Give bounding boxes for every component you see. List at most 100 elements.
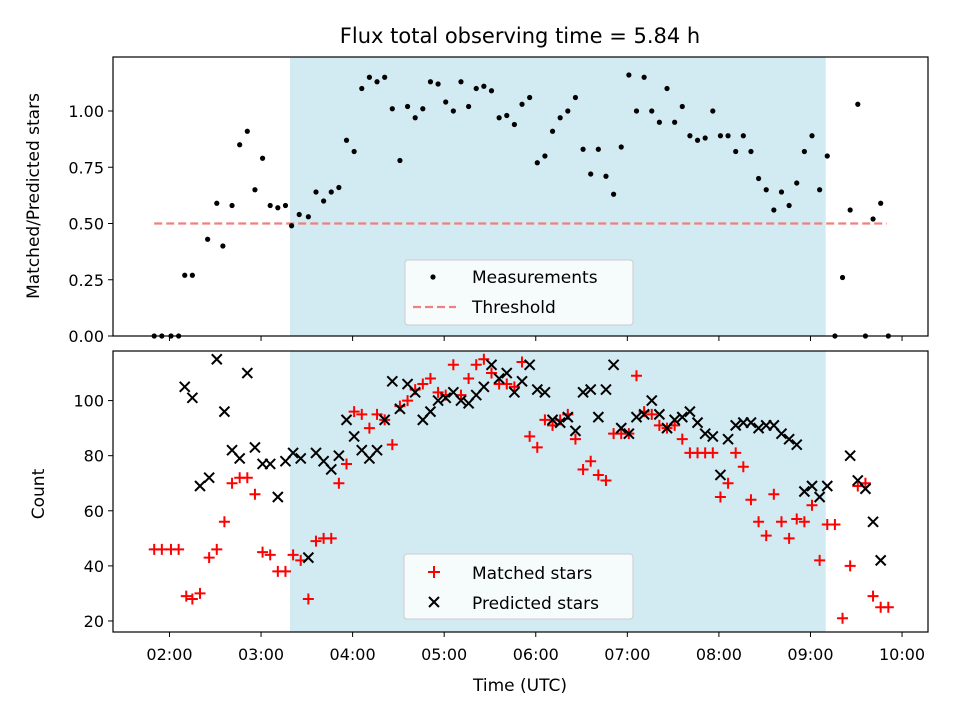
predicted-star-point: [348, 430, 360, 443]
predicted-star-point: [386, 375, 399, 388]
x-tick-label: 03:00: [238, 645, 284, 664]
predicted-star-point: [508, 386, 521, 399]
predicted-star-point: [729, 419, 742, 432]
legend-matched-marker: [428, 566, 440, 578]
predicted-star-point: [714, 469, 727, 481]
matched-star-point: [432, 386, 444, 398]
top-panel: 0.00 0.25 0.50 0.75 1.00 Matched/Predicted s…: [24, 56, 929, 346]
predicted-star-point: [325, 463, 337, 476]
measurement-point: [839, 274, 846, 281]
measurement-point: [435, 81, 441, 87]
matched-star-point: [531, 441, 543, 453]
matched-star-point: [730, 447, 742, 459]
predicted-star-point: [615, 422, 627, 434]
predicted-star-point: [424, 405, 437, 418]
top-y-tick-label: 0.75: [68, 158, 104, 177]
matched-star-point: [287, 549, 299, 561]
predicted-star-point: [646, 394, 658, 407]
matched-star-point: [814, 554, 826, 566]
predicted-star-point: [668, 414, 681, 426]
bottom-y-tick-label: 40: [84, 557, 104, 576]
measurement-point: [328, 189, 334, 195]
matched-star-point: [348, 406, 360, 418]
measurement-point: [649, 108, 655, 114]
measurement-point: [351, 148, 357, 155]
measurement-point: [610, 191, 617, 197]
matched-star-point: [356, 408, 368, 420]
chart-title: Flux total observing time = 5.84 h: [340, 24, 700, 48]
measurement-point: [259, 155, 266, 161]
measurement-point: [847, 207, 853, 213]
measurement-point: [420, 106, 426, 112]
predicted-star-point: [211, 353, 223, 365]
matched-star-point: [402, 395, 414, 407]
predicted-star-point: [600, 383, 612, 396]
x-tick-label: 07:00: [604, 645, 650, 664]
top-plot-frame: [112, 56, 929, 337]
matched-star-point: [325, 532, 337, 544]
matched-star-point: [333, 477, 345, 489]
measurement-point: [404, 103, 411, 110]
matched-star-point: [386, 439, 398, 451]
measurement-point: [427, 79, 434, 85]
measurement-point: [282, 202, 289, 209]
predicted-star-point: [874, 554, 887, 567]
predicted-star-point: [394, 403, 406, 415]
legend-matched-label: Matched stars: [472, 564, 592, 584]
matched-star-point: [310, 535, 322, 547]
x-tick-label: 08:00: [696, 645, 742, 664]
measurement-point: [412, 115, 418, 121]
measurement-point: [557, 115, 563, 121]
predicted-star-point: [584, 383, 597, 396]
predicted-star-point: [607, 359, 620, 371]
measurement-point: [717, 133, 724, 139]
matched-star-point: [676, 433, 688, 445]
matched-star-point: [768, 488, 780, 500]
predicted-star-point: [775, 427, 788, 440]
x-tick-label: 05:00: [421, 645, 467, 664]
measurement-point: [626, 72, 632, 78]
measurement-point: [481, 83, 487, 89]
measurement-point: [694, 137, 701, 143]
measurement-point: [603, 173, 609, 179]
measurement-point: [672, 119, 678, 125]
measurement-point: [466, 103, 472, 110]
predicted-star-point: [722, 433, 734, 445]
matched-star-point: [539, 414, 551, 426]
predicted-star-point: [630, 411, 643, 423]
predicted-star-point: [478, 381, 490, 393]
predicted-star-point: [409, 386, 421, 399]
matched-star-point: [844, 560, 856, 572]
predicted-star-point: [455, 394, 467, 407]
predicted-star-point: [295, 452, 307, 465]
measurement-point: [763, 187, 769, 193]
measurement-point: [679, 103, 685, 110]
bottom-legend: Matched stars Predicted stars: [403, 553, 634, 620]
matched-star-point: [186, 593, 198, 605]
matched-star-point: [241, 472, 253, 484]
predicted-star-point: [676, 411, 688, 423]
bottom-legend-box: [403, 553, 634, 620]
bottom-plot-marks: [148, 353, 894, 624]
measurement-point: [664, 85, 670, 92]
predicted-star-point: [745, 416, 757, 429]
measurement-point: [366, 74, 373, 80]
bottom-y-tick-label: 100: [73, 392, 104, 411]
measurement-point: [809, 133, 815, 139]
measurement-point: [572, 94, 579, 101]
predicted-star-point: [806, 480, 818, 492]
predicted-star-point: [516, 375, 528, 388]
matched-star-point: [798, 516, 810, 528]
measurement-point: [618, 144, 624, 150]
bottom-y-tick-label: 80: [84, 447, 104, 466]
predicted-star-point: [752, 422, 765, 434]
matched-star-point: [867, 590, 879, 602]
measurement-point: [214, 200, 220, 206]
predicted-star-point: [264, 458, 276, 470]
predicted-star-point: [241, 367, 254, 379]
predicted-star-point: [186, 392, 199, 404]
legend-measurements-marker: [430, 274, 436, 280]
x-tick-label: 02:00: [146, 645, 192, 664]
measurement-point: [519, 101, 525, 107]
